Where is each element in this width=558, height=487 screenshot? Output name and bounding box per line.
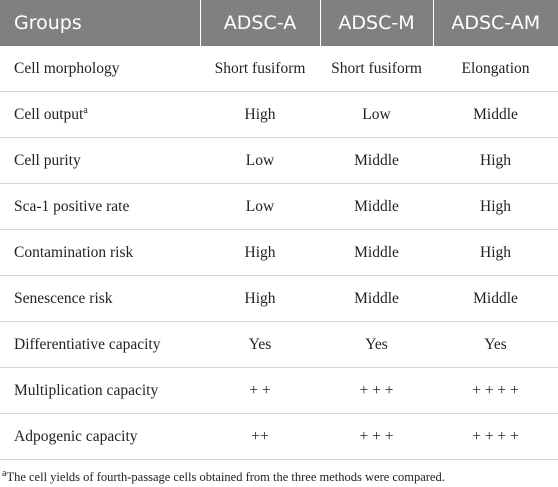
footnote-text: The cell yields of fourth-passage cells …	[6, 470, 445, 485]
table-cell: + +	[200, 367, 320, 414]
cell-text: Yes	[484, 335, 507, 353]
table-cell: High	[200, 91, 320, 138]
row-label: Sca-1 positive rate	[0, 183, 200, 230]
cell-text: High	[244, 243, 276, 261]
cell-text: High	[244, 105, 276, 123]
cell-text: Contamination risk	[14, 243, 134, 261]
cell-text: Short fusiform	[331, 59, 422, 77]
table-cell: Middle	[320, 183, 433, 230]
cell-text: Differentiative capacity	[14, 335, 161, 353]
table-cell: High	[200, 275, 320, 322]
cell-text: Senescence risk	[14, 289, 113, 307]
row-label: Adpogenic capacity	[0, 413, 200, 460]
row-label: Contamination risk	[0, 229, 200, 276]
cell-text: Low	[362, 105, 391, 123]
table-cell: High	[433, 229, 558, 276]
table-cell: Low	[320, 91, 433, 138]
footnote-marker: a	[83, 104, 88, 116]
table-cell: High	[200, 229, 320, 276]
cell-text: Cell output	[14, 106, 84, 124]
table-cell: High	[433, 183, 558, 230]
row-label: Cell outputa	[0, 91, 200, 138]
table-cell: + + +	[320, 413, 433, 460]
cell-text: Multiplication capacity	[14, 381, 159, 399]
table-cell: High	[433, 137, 558, 184]
table-row: Differentiative capacity Yes Yes Yes	[0, 321, 558, 368]
cell-text: Cell morphology	[14, 59, 120, 77]
cell-text: + +	[249, 381, 271, 399]
cell-text: Middle	[473, 105, 518, 123]
table-cell: Middle	[320, 229, 433, 276]
cell-text: Middle	[354, 151, 399, 169]
table-row: Adpogenic capacity ++ + + + + + + +	[0, 413, 558, 460]
cell-text: Yes	[248, 335, 272, 353]
row-label: Multiplication capacity	[0, 367, 200, 414]
footnote-marker: a	[2, 468, 7, 479]
table-cell: + + + +	[433, 367, 558, 414]
cell-text: High	[480, 243, 511, 261]
row-label: Cell purity	[0, 137, 200, 184]
table-row: Cell outputa High Low Middle	[0, 91, 558, 138]
table-cell: Short fusiform	[200, 46, 320, 92]
cell-text: Middle	[354, 243, 399, 261]
table-cell: Middle	[433, 91, 558, 138]
cell-text: Elongation	[461, 59, 530, 77]
row-label: Cell morphology	[0, 46, 200, 92]
table-row: Senescence risk High Middle Middle	[0, 275, 558, 322]
cell-text: + + + +	[472, 427, 519, 445]
cell-text: High	[480, 197, 511, 215]
table-cell: + + +	[320, 367, 433, 414]
table-cell: Middle	[433, 275, 558, 322]
footnote: aThe cell yields of fourth-passage cells…	[0, 460, 558, 485]
cell-text: Middle	[354, 289, 399, 307]
table-cell: ++	[200, 413, 320, 460]
row-label: Senescence risk	[0, 275, 200, 322]
cell-text: High	[244, 289, 276, 307]
row-label: Differentiative capacity	[0, 321, 200, 368]
cell-text: High	[480, 151, 511, 169]
table-row: Cell purity Low Middle High	[0, 137, 558, 184]
table-cell: Low	[200, 183, 320, 230]
table-row: Multiplication capacity + + + + + + + + +	[0, 367, 558, 414]
cell-text: Low	[245, 151, 275, 169]
cell-text: + + +	[359, 381, 394, 399]
table-cell: Yes	[200, 321, 320, 368]
table-cell: Middle	[320, 275, 433, 322]
table-cell: Yes	[320, 321, 433, 368]
table-body: Cell morphology Short fusiform Short fusif…	[0, 46, 558, 460]
cell-text: + + +	[359, 427, 394, 445]
header-row: Groups ADSC-A ADSC-M ADSC-AM	[0, 0, 558, 46]
data-table: Groups ADSC-A ADSC-M ADSC-AM Cell morpholog…	[0, 0, 558, 460]
cell-text: Short fusiform	[214, 59, 306, 77]
table-row: Cell morphology Short fusiform Short fusif…	[0, 46, 558, 92]
table-row: Contamination risk High Middle High	[0, 229, 558, 276]
cell-text: Low	[245, 197, 275, 215]
cell-text: Adpogenic capacity	[14, 427, 138, 445]
table-cell: Low	[200, 137, 320, 184]
table-row: Sca-1 positive rate Low Middle High	[0, 183, 558, 230]
table-cell: Elongation	[433, 46, 558, 92]
cell-text: ++	[251, 427, 269, 445]
cell-text: Middle	[473, 289, 518, 307]
cell-text: + + + +	[472, 381, 519, 399]
cell-text: Sca-1 positive rate	[14, 197, 130, 215]
cell-text: Middle	[354, 197, 399, 215]
table-cell: Short fusiform	[320, 46, 433, 92]
table-cell: + + + +	[433, 413, 558, 460]
table-cell: Yes	[433, 321, 558, 368]
header-cell: Groups	[0, 0, 201, 46]
cell-text: Yes	[365, 335, 388, 353]
cell-text: Cell purity	[14, 151, 81, 169]
header-cell: ADSC-AM	[433, 0, 558, 46]
header-cell: ADSC-M	[320, 0, 434, 46]
table-cell: Middle	[320, 137, 433, 184]
header-cell: ADSC-A	[200, 0, 321, 46]
